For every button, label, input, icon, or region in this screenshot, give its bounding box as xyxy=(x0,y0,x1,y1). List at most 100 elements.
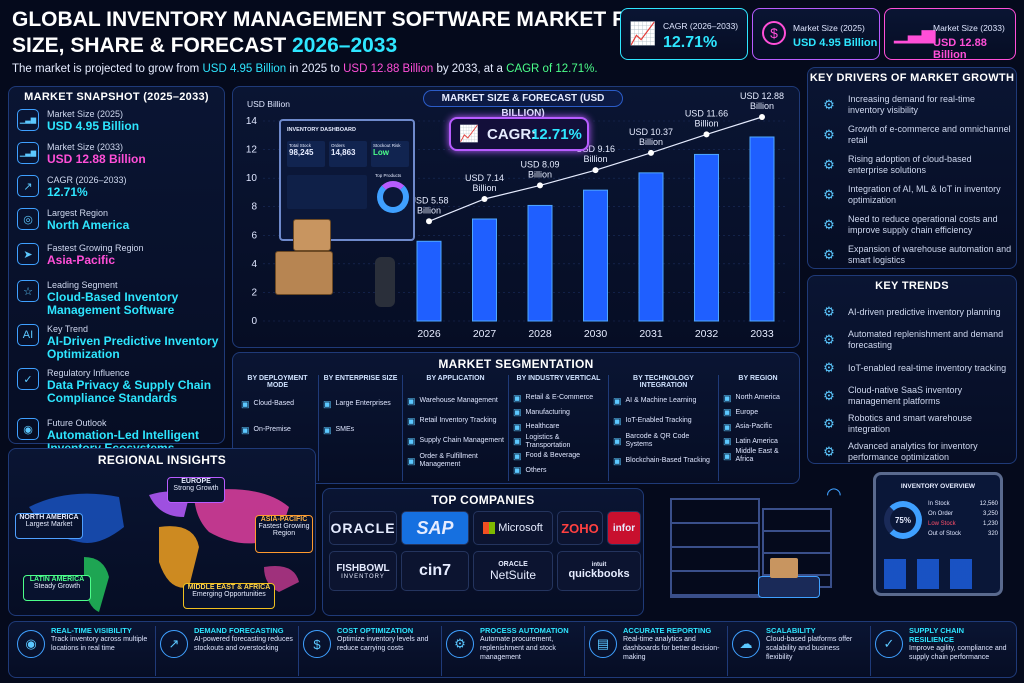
benefit-desc: Improve agility, compliance and supply c… xyxy=(909,645,1007,661)
trends-text: Automated replenishment and demand forec… xyxy=(848,329,1004,350)
segment-item: ▣ Food & Beverage xyxy=(513,449,604,464)
region-middle-east-africa: MIDDLE EAST & AFRICA Emerging Opportuniti… xyxy=(183,583,275,609)
cloud-icon: ⚙ xyxy=(823,388,835,403)
dollar-icon: $ xyxy=(303,630,331,658)
segment-icon: ▣ xyxy=(613,435,622,446)
cost-icon: ⚙ xyxy=(823,217,835,232)
kpi-label: Market Size (2025) xyxy=(793,23,865,33)
y-tick-label: 12 xyxy=(246,145,258,156)
segment-icon: ▣ xyxy=(513,436,522,447)
trends-text: Advanced analytics for inventory perform… xyxy=(848,441,978,462)
region-note: Fastest Growing Region xyxy=(258,523,310,537)
region-name: ASIA-PACIFIC xyxy=(260,516,308,523)
snapshot-text: Largest Region North America xyxy=(47,208,129,232)
segment-column: BY ENTERPRISE SIZE ▣ Large Enterprises ▣ SME… xyxy=(319,375,403,481)
tablet-row-value: 3,250 xyxy=(982,511,998,517)
benefit-text: SCALABILITY Cloud-based platforms offer … xyxy=(766,626,866,676)
segment-item: ▣ Large Enterprises xyxy=(323,391,398,417)
eye-icon: ◉ xyxy=(17,418,39,440)
bar xyxy=(583,189,608,322)
logo-oracle-netsuite: ORACLE NetSuite xyxy=(473,551,553,591)
growth-chart-icon: 📈 xyxy=(459,126,479,143)
bar xyxy=(416,240,442,322)
segment-label: Order & Fulfillment Management xyxy=(419,453,478,468)
logo-text: Microsoft xyxy=(498,522,543,534)
trends-text: Cloud-native SaaS inventory management p… xyxy=(848,385,963,406)
ai-icon: ⚙ xyxy=(823,187,835,202)
microsoft-logo-icon xyxy=(483,522,496,534)
region-name: LATIN AMERICA xyxy=(29,576,85,583)
logo-oracle: ORACLE xyxy=(329,511,397,545)
trends-item: ⚙ IoT-enabled real-time inventory tracki… xyxy=(818,354,1013,382)
chart-title-badge: MARKET SIZE & FORECAST (USD BILLION) xyxy=(423,90,623,119)
benefit-desc: AI-powered forecasting reduces stockouts… xyxy=(194,636,293,652)
kpi-label: CAGR (2026–2033) xyxy=(663,21,739,31)
x-tick-label: 2033 xyxy=(750,328,774,340)
region-europe: EUROPE Strong Growth xyxy=(167,477,225,503)
robot-icon: ⚙ xyxy=(823,416,835,431)
segment-item: ▣ SMEs xyxy=(323,417,398,443)
key-trends-panel: KEY TRENDS ⚙ AI-driven predictive invent… xyxy=(807,275,1017,464)
stat-total-stock: Total Stock 98,245 xyxy=(287,141,325,167)
title-years: 2026–2033 xyxy=(292,34,398,57)
trend-arrow-icon: ↗ xyxy=(17,175,39,197)
drivers-list: ⚙ Increasing demand for real-time invent… xyxy=(818,90,1013,270)
benefit-item: ⚙ PROCESS AUTOMATION Automate procuremen… xyxy=(442,626,585,676)
drivers-item: ⚙ Rising adoption of cloud-based enterpr… xyxy=(818,150,1013,180)
tablet-row-value: 320 xyxy=(987,531,998,537)
drivers-text: Growth of e-commerce and omnichannel ret… xyxy=(848,124,1011,145)
snapshot-label: Key Trend xyxy=(47,324,89,334)
benefit-title: ACCURATE REPORTING xyxy=(623,626,712,635)
segment-icon: ▣ xyxy=(407,415,416,426)
region-latin-america: LATIN AMERICA Steady Growth xyxy=(23,575,91,601)
boxes-illustration-top xyxy=(293,219,331,251)
segment-item: ▣ Retail Inventory Tracking xyxy=(407,411,504,431)
tablet-row-label: On Order xyxy=(928,511,954,517)
benefit-text: SUPPLY CHAIN RESILIENCE Improve agility,… xyxy=(909,626,1009,676)
segment-icon: ▣ xyxy=(723,436,732,447)
logo-text: quickbooks xyxy=(568,568,630,580)
bar xyxy=(638,172,664,322)
region-note: Strong Growth xyxy=(173,485,219,492)
benefit-text: DEMAND FORECASTING AI-powered forecastin… xyxy=(194,626,294,676)
dollar-icon: $ xyxy=(762,21,786,45)
segment-icon: ▣ xyxy=(513,421,522,432)
segment-label: Others xyxy=(525,466,547,474)
benefit-title: PROCESS AUTOMATION xyxy=(480,626,569,635)
trends-title: KEY TRENDS xyxy=(875,280,949,292)
snapshot-item: ↗ CAGR (2026–2033) 12.71% xyxy=(17,175,222,208)
trend-point xyxy=(648,149,654,156)
segment-column: BY REGION ▣ North America ▣ Europe ▣ Asia-Paci… xyxy=(719,375,797,481)
kpi-value: USD 4.95 Billion xyxy=(793,37,878,49)
snapshot-label: Market Size (2025) xyxy=(47,109,124,119)
data-label-unit: Billion xyxy=(583,154,607,164)
benefit-text: ACCURATE REPORTING Real-time analytics a… xyxy=(623,626,723,676)
segment-label: IoT-Enabled Tracking xyxy=(625,417,692,424)
data-label-unit: Billion xyxy=(417,205,441,215)
key-drivers-panel: KEY DRIVERS OF MARKET GROWTH ⚙ Increasin… xyxy=(807,67,1017,269)
logo-text: cin7 xyxy=(418,562,451,579)
segment-item: ▣ North America xyxy=(723,391,793,406)
tablet-row-label: Out of Stock xyxy=(928,531,962,537)
segment-label: North America xyxy=(735,394,780,402)
segment-item: ▣ Others xyxy=(513,464,604,479)
robot-cart xyxy=(758,576,820,598)
benefit-text: REAL-TIME VISIBILITY Track inventory acr… xyxy=(51,626,151,676)
segment-label: Large Enterprises xyxy=(335,400,391,407)
sub-b: USD 4.95 Billion xyxy=(202,63,287,75)
data-label-unit: Billion xyxy=(750,101,774,111)
trends-item: ⚙ Cloud-native SaaS inventory management… xyxy=(818,382,1013,410)
sub-f: CAGR of 12.71%. xyxy=(506,63,598,75)
segment-heading: BY DEPLOYMENT MODE xyxy=(247,375,308,389)
gear-icon: ⚙ xyxy=(446,630,474,658)
snapshot-value: Cloud-Based Inventory Management Softwar… xyxy=(47,290,179,317)
segment-item: ▣ Asia-Pacific xyxy=(723,420,793,435)
trends-item: ⚙ AI-driven predictive inventory plannin… xyxy=(818,298,1013,326)
bar xyxy=(527,204,553,322)
snapshot-value: North America xyxy=(47,218,130,232)
snapshot-text: Leading Segment Cloud-Based Inventory Ma… xyxy=(47,280,222,317)
logo-infor: infor xyxy=(607,511,641,545)
logo-subtext: INVENTORY xyxy=(341,573,385,580)
kpi-value: 12.71% xyxy=(663,34,718,51)
x-tick-label: 2031 xyxy=(639,328,663,340)
